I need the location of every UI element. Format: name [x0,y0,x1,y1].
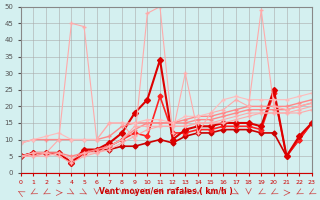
X-axis label: Vent moyen/en rafales ( km/h ): Vent moyen/en rafales ( km/h ) [100,187,233,196]
